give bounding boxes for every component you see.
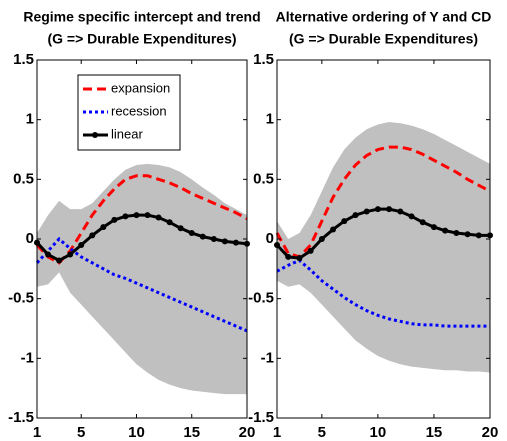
series-line [35, 236, 248, 333]
data-point [89, 232, 96, 239]
data-point [307, 247, 314, 254]
legend-marker [92, 132, 98, 138]
chart-panel: Regime specific intercept and trend (G =>… [8, 9, 261, 441]
data-point [67, 251, 74, 258]
y-tick-label: 0.5 [13, 170, 34, 187]
data-point [363, 208, 370, 215]
x-tick-label: 10 [370, 424, 387, 441]
data-point [166, 219, 173, 226]
data-point [111, 216, 118, 223]
legend-label: recession [111, 103, 167, 118]
data-point [144, 212, 151, 219]
data-point [199, 233, 206, 240]
data-point [45, 251, 52, 258]
data-point [453, 230, 460, 237]
data-point [155, 214, 162, 221]
y-tick-label: 0.5 [253, 170, 274, 187]
data-point [221, 238, 228, 245]
legend: expansion recession linear [77, 74, 181, 151]
data-point [397, 208, 404, 215]
x-tick-label: 20 [482, 424, 499, 441]
y-tick-label: 0 [26, 230, 34, 247]
legend-label: expansion [111, 80, 170, 95]
data-point [318, 236, 325, 242]
x-tick-label: 5 [77, 424, 85, 441]
data-point [352, 212, 359, 219]
y-tick-label: -0.5 [8, 290, 34, 307]
x-tick-label: 20 [239, 424, 256, 441]
series-line [35, 174, 248, 265]
data-point [442, 227, 449, 234]
y-tick-label: -1.5 [248, 409, 274, 426]
x-tick-label: 1 [273, 424, 281, 441]
y-tick-label: -1.5 [8, 409, 34, 426]
y-tick-label: 1 [26, 111, 34, 128]
data-point [100, 224, 107, 231]
x-tick-label: 10 [128, 424, 145, 441]
data-point [296, 255, 303, 262]
data-point [386, 206, 393, 213]
data-point [232, 239, 239, 246]
data-point [285, 253, 292, 260]
data-point [330, 226, 337, 233]
series-line [275, 145, 491, 259]
y-tick-label: -1 [21, 349, 34, 366]
chart-subtitle: (G => Durable Expenditures) [47, 31, 236, 47]
data-point [122, 213, 129, 220]
x-tick-label: 15 [426, 424, 443, 441]
x-tick-label: 5 [318, 424, 326, 441]
y-tick-label: 0 [266, 230, 274, 247]
data-point [78, 241, 85, 248]
data-point [408, 213, 415, 220]
x-tick-label: 15 [183, 424, 200, 441]
data-point [464, 231, 471, 238]
x-tick-label: 1 [33, 424, 41, 441]
data-point [188, 230, 195, 237]
chart-title: Regime specific intercept and trend [23, 9, 260, 25]
data-point [177, 225, 184, 232]
data-point [56, 257, 63, 264]
data-point [133, 212, 140, 219]
data-point [341, 218, 348, 225]
y-tick-label: 1.5 [253, 51, 274, 68]
y-tick-label: -0.5 [248, 290, 274, 307]
legend-label: linear [111, 126, 143, 141]
chart-panel: Alternative ordering of Y and CD (G => Du… [248, 9, 498, 441]
y-tick-label: -1 [261, 349, 274, 366]
data-point [374, 206, 381, 213]
y-tick-label: 1 [266, 111, 274, 128]
y-tick-label: 1.5 [13, 51, 34, 68]
data-point [210, 236, 217, 242]
series-line [276, 258, 490, 328]
data-point [430, 224, 437, 231]
data-point [475, 232, 482, 239]
chart-title: Alternative ordering of Y and CD [276, 9, 492, 25]
data-point [419, 219, 426, 226]
confidence-band [37, 163, 247, 395]
confidence-band [277, 122, 490, 373]
chart-subtitle: (G => Durable Expenditures) [289, 31, 478, 47]
